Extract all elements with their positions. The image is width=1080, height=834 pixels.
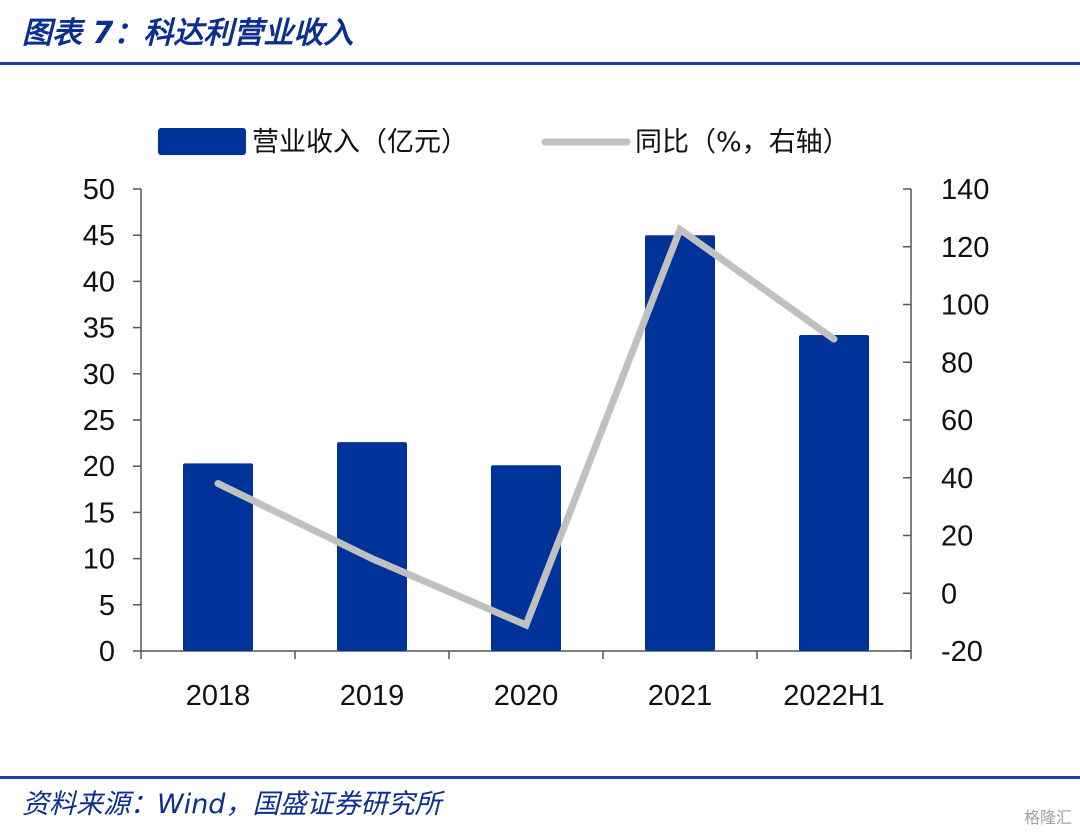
- figure-title: 图表 7：科达利营业收入: [22, 16, 354, 51]
- left-tick-label: 5: [99, 590, 115, 622]
- left-tick-label: 10: [83, 544, 115, 576]
- x-tick-label: 2022H1: [783, 680, 885, 712]
- right-tick-label: 60: [941, 405, 973, 437]
- line-series: [214, 223, 838, 630]
- right-tick-label: 40: [941, 463, 973, 495]
- right-tick-label: 20: [941, 521, 973, 553]
- right-tick-label: 140: [941, 174, 989, 206]
- bar-2020: [491, 465, 561, 651]
- left-tick-label: 20: [83, 451, 115, 483]
- legend: 营业收入（亿元） 同比（%，右轴）: [158, 127, 850, 158]
- left-tick-label: 45: [83, 220, 115, 252]
- right-tick-label: 100: [941, 290, 989, 322]
- footer-divider: [0, 776, 1080, 779]
- right-tick-label: 80: [941, 347, 973, 379]
- left-tick-label: 35: [83, 313, 115, 345]
- legend-label-yoy: 同比（%，右轴）: [635, 127, 850, 158]
- x-tick-label: 2018: [186, 680, 251, 712]
- header-divider: [0, 62, 1080, 65]
- tick-labels: 50454035302520151050140120100806040200-2…: [83, 174, 990, 712]
- left-tick-label: 15: [83, 497, 115, 529]
- left-tick-label: 40: [83, 266, 115, 298]
- x-tick-label: 2021: [648, 680, 713, 712]
- bar-2022H1: [799, 334, 869, 651]
- bar-series: [183, 235, 869, 651]
- bar-2021: [645, 235, 715, 651]
- x-tick-label: 2019: [340, 680, 405, 712]
- legend-swatch-revenue: [158, 128, 246, 155]
- watermark-logo: 格隆汇: [1023, 808, 1072, 827]
- left-tick-label: 50: [83, 174, 115, 206]
- bar-2018: [183, 463, 253, 651]
- right-tick-label: -20: [941, 636, 983, 668]
- bar-2019: [337, 442, 407, 651]
- legend-label-revenue: 营业收入（亿元）: [252, 127, 468, 158]
- left-tick-label: 30: [83, 359, 115, 391]
- left-tick-label: 0: [99, 636, 115, 668]
- x-tick-label: 2020: [494, 680, 559, 712]
- source-note: 资料来源：Wind，国盛证券研究所: [22, 789, 442, 820]
- left-tick-label: 25: [83, 405, 115, 437]
- right-tick-label: 120: [941, 232, 989, 264]
- right-tick-label: 0: [941, 578, 957, 610]
